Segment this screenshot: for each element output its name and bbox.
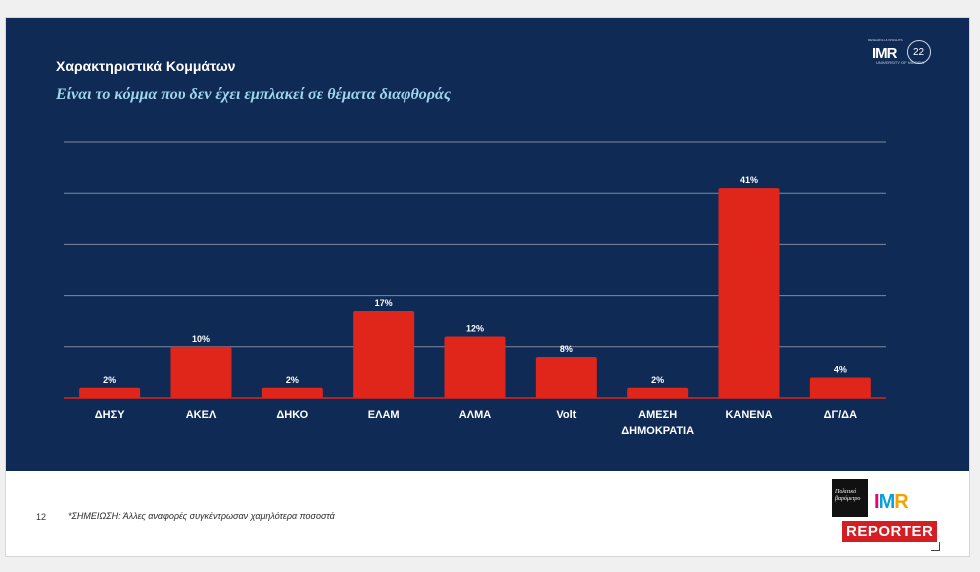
corner-mark [931,542,940,551]
anniversary-badge-icon: 22 [906,40,931,64]
category-label: ΔΗΚΟ [276,409,308,421]
bar-value-label: 8% [560,344,573,354]
brand-logos: Πολιτικό βαρόμετρο IMR REPORTER [832,475,938,553]
bar-value-label: 2% [286,375,299,385]
category-labels: ΔΗΣΥ ΑΚΕΛ ΔΗΚΟ ΕΛΑΜ ΑΛΜΑ Volt ΑΜΕΣΗ ΔΗΜΟΚΡΑΤΙΑ Κ… [95,409,857,437]
imr-logo-subtext: UNIVERSITY OF NICOSIA [876,60,925,65]
bar-value-label: 17% [375,298,393,308]
imr-logo-text: IMR [872,45,897,62]
category-label: ΑΚΕΛ [186,409,217,421]
imr-logo-tagline: RESEARCH & INSIGHTS [868,38,903,42]
slide-title: Χαρακτηριστικά Κομμάτων [56,58,236,74]
bar [444,336,506,398]
bar [627,387,689,398]
bar-value-label: 2% [103,375,116,385]
bar-value-label: 12% [466,324,484,334]
bar-value-label: 4% [834,365,847,375]
value-labels: 2% 10% 2% 17% 12% 8% 2% 41% 4% [103,175,847,385]
reporter-logo: REPORTER [842,521,938,542]
bar [353,310,415,398]
bars [79,188,871,398]
chart-subtitle: Είναι το κόμμα που δεν έχει εμπλακεί σε … [56,86,451,103]
barometer-logo: Πολιτικό βαρόμετρο [832,479,868,517]
category-label: ΑΜΕΣΗ ΔΗΜΟΚΡΑΤΙΑ [621,409,694,437]
bar [535,357,597,398]
imr-letter-r: R [894,491,908,513]
imr-logo: RESEARCH & INSIGHTS IMR UNIVERSITY OF NI… [868,38,931,65]
category-label: ΔΗΣΥ [95,409,125,421]
category-label: ΑΛΜΑ [459,409,491,421]
category-label: ΚΑΝΕΝΑ [725,409,772,421]
bar-value-label: 10% [192,334,210,344]
imr-brand-logo: IMR [874,491,909,514]
bar [79,387,141,398]
footnote: *ΣΗΜΕΙΩΣΗ: Άλλες αναφορές συγκέντρωσαν χ… [68,511,335,521]
bar [170,346,232,398]
category-label: ΕΛΑΜ [368,409,400,421]
bar [809,377,871,398]
category-label: ΔΓ/ΔΑ [824,409,857,421]
slide: Χαρακτηριστικά Κομμάτων Είναι το κόμμα π… [5,17,970,557]
bar [718,188,780,398]
bar-chart: 2% 10% 2% 17% 12% 8% 2% 41% 4% ΔΗΣΥ ΑΚΕΛ ΔΗΚΟ ΕΛΑΜ Α… [64,141,886,437]
imr-letter-i: I [874,491,879,513]
category-label: Volt [556,409,576,421]
chart-panel: Χαρακτηριστικά Κομμάτων Είναι το κόμμα π… [6,18,969,471]
bar [261,387,323,398]
imr-letter-m: M [878,491,896,513]
bar-value-label: 2% [651,375,664,385]
page-number: 12 [36,512,47,522]
bar-value-label: 41% [740,175,758,185]
